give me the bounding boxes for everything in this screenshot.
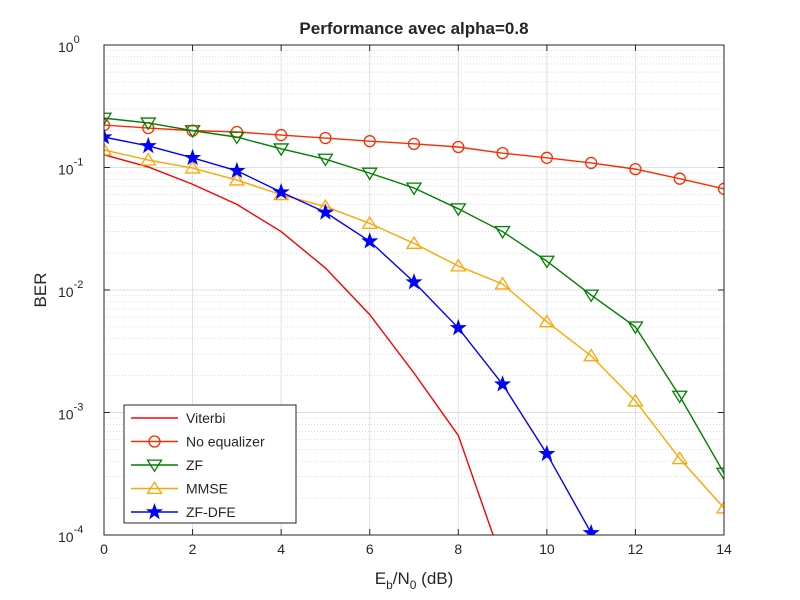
marker-star [183, 148, 202, 166]
x-tick-label: 14 [716, 541, 732, 557]
marker-triangle-up [627, 393, 644, 407]
series-line-mmse [104, 149, 724, 509]
marker-star [361, 232, 379, 249]
marker-circle [452, 140, 465, 154]
marker-triangle-up [140, 152, 157, 166]
marker-star [493, 375, 512, 392]
legend: Viterbi No equalizer ZF MMSE ZF-DFE [123, 404, 297, 524]
marker-triangle-down [272, 143, 290, 157]
marker-triangle-down [228, 131, 246, 145]
marker-triangle-up [228, 172, 246, 186]
marker-circle [673, 172, 686, 185]
x-label-part: 0 [410, 578, 417, 592]
x-label-part: (dB) [416, 569, 453, 588]
marker-circle [717, 182, 724, 195]
marker-triangle-down [494, 226, 511, 240]
y-tick-label: 10-3 [58, 402, 83, 423]
marker-triangle-down [582, 289, 600, 303]
legend-label: No equalizer [186, 434, 265, 450]
y-tick-label: 10-4 [58, 524, 83, 545]
marker-triangle-up [184, 160, 201, 174]
series-line-zf [104, 117, 724, 474]
series-line-viterbi [104, 154, 494, 535]
marker-triangle-up [671, 451, 688, 465]
marker-circle [274, 128, 288, 142]
x-axis-label: Eb/N0 (dB) [375, 569, 454, 592]
marker-triangle-down [627, 321, 644, 335]
marker-triangle-down [405, 182, 423, 196]
x-label-part: b [386, 578, 393, 592]
y-tick-label: 100 [58, 34, 80, 55]
marker-triangle-up [582, 348, 600, 362]
marker-triangle-down [715, 467, 724, 481]
marker-triangle-up [494, 276, 511, 290]
x-tick-label: 8 [454, 541, 462, 557]
marker-star [145, 502, 164, 520]
marker-star [316, 203, 335, 220]
marker-triangle-down [184, 125, 201, 139]
marker-triangle-down [671, 390, 688, 404]
marker-circle [363, 135, 376, 148]
y-tick-exponent: -2 [74, 279, 84, 291]
marker-triangle-down [450, 203, 467, 217]
marker-triangle-up [405, 235, 423, 249]
marker-circle [104, 118, 111, 132]
y-tick-exponent: 0 [74, 34, 80, 46]
marker-triangle-up [361, 215, 378, 229]
marker-circle [407, 137, 421, 150]
legend-label: ZF-DFE [186, 504, 236, 520]
legend-label: ZF [186, 457, 203, 473]
marker-triangle-up [146, 480, 163, 495]
marker-circle [148, 435, 161, 448]
y-tick-exponent: -1 [74, 157, 84, 169]
chart-title: Performance avec alpha=0.8 [299, 19, 528, 38]
x-tick-label: 0 [100, 541, 108, 557]
marker-circle [584, 156, 598, 170]
y-tick-label: 10-1 [58, 157, 83, 178]
marker-triangle-down [146, 459, 163, 473]
marker-star [449, 318, 467, 336]
legend-box [123, 404, 297, 524]
y-tick-exponent: -3 [74, 402, 84, 414]
marker-triangle-down [140, 117, 157, 131]
y-tick-label: 10-2 [58, 279, 83, 300]
marker-star [582, 523, 600, 535]
marker-star [538, 444, 556, 462]
y-tick-exponent: -4 [74, 524, 84, 536]
marker-triangle-up [104, 142, 113, 156]
legend-label: MMSE [186, 481, 228, 497]
x-tick-label: 12 [628, 541, 644, 557]
legend-label: Viterbi [186, 410, 225, 426]
marker-triangle-down [361, 167, 378, 181]
x-tick-label: 10 [539, 541, 555, 557]
marker-triangle-down [317, 153, 334, 167]
marker-star [104, 128, 113, 145]
marker-triangle-up [715, 500, 724, 514]
marker-triangle-up [538, 314, 556, 328]
y-axis-label: BER [31, 273, 50, 308]
x-label-part: /N [393, 569, 410, 588]
marker-triangle-down [538, 255, 556, 269]
marker-circle [319, 131, 332, 145]
x-tick-label: 4 [277, 541, 285, 557]
marker-star [228, 161, 246, 179]
x-tick-label: 6 [366, 541, 374, 557]
marker-circle [496, 146, 509, 160]
series-line-no-equalizer [104, 124, 724, 190]
series-group [104, 112, 724, 535]
marker-star [272, 183, 290, 200]
marker-star [139, 136, 157, 154]
marker-circle [629, 162, 642, 176]
marker-triangle-up [450, 258, 467, 272]
marker-star [405, 273, 423, 290]
x-label-part: E [375, 569, 386, 588]
marker-circle [540, 151, 554, 164]
marker-triangle-down [104, 112, 113, 126]
x-tick-label: 2 [189, 541, 197, 557]
